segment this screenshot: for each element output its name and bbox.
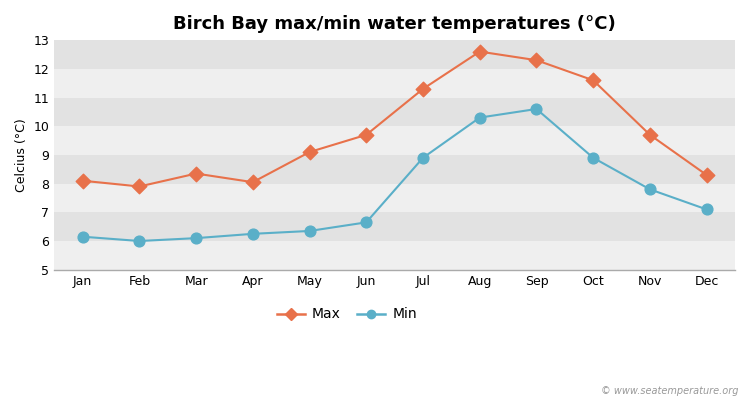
- Point: [190, 170, 202, 177]
- Bar: [54, 155, 735, 184]
- Legend: Max, Min: Max, Min: [272, 302, 422, 327]
- Point: [247, 231, 259, 237]
- Point: [644, 186, 656, 192]
- Y-axis label: Celcius (°C): Celcius (°C): [15, 118, 28, 192]
- Point: [530, 57, 542, 64]
- Point: [76, 234, 88, 240]
- Point: [700, 172, 712, 178]
- Point: [474, 114, 486, 121]
- Bar: [54, 126, 735, 155]
- Title: Birch Bay max/min water temperatures (°C): Birch Bay max/min water temperatures (°C…: [173, 15, 616, 33]
- Point: [530, 106, 542, 112]
- Text: © www.seatemperature.org: © www.seatemperature.org: [602, 386, 739, 396]
- Point: [417, 154, 429, 161]
- Point: [360, 219, 372, 226]
- Bar: [54, 40, 735, 69]
- Point: [190, 235, 202, 241]
- Point: [587, 77, 599, 84]
- Point: [587, 154, 599, 161]
- Bar: [54, 184, 735, 212]
- Point: [76, 178, 88, 184]
- Bar: [54, 241, 735, 270]
- Bar: [54, 98, 735, 126]
- Point: [360, 132, 372, 138]
- Bar: [54, 69, 735, 98]
- Point: [700, 206, 712, 213]
- Point: [474, 48, 486, 55]
- Point: [134, 238, 146, 244]
- Bar: [54, 212, 735, 241]
- Point: [417, 86, 429, 92]
- Point: [644, 132, 656, 138]
- Point: [304, 149, 316, 155]
- Point: [134, 183, 146, 190]
- Point: [304, 228, 316, 234]
- Point: [247, 179, 259, 185]
